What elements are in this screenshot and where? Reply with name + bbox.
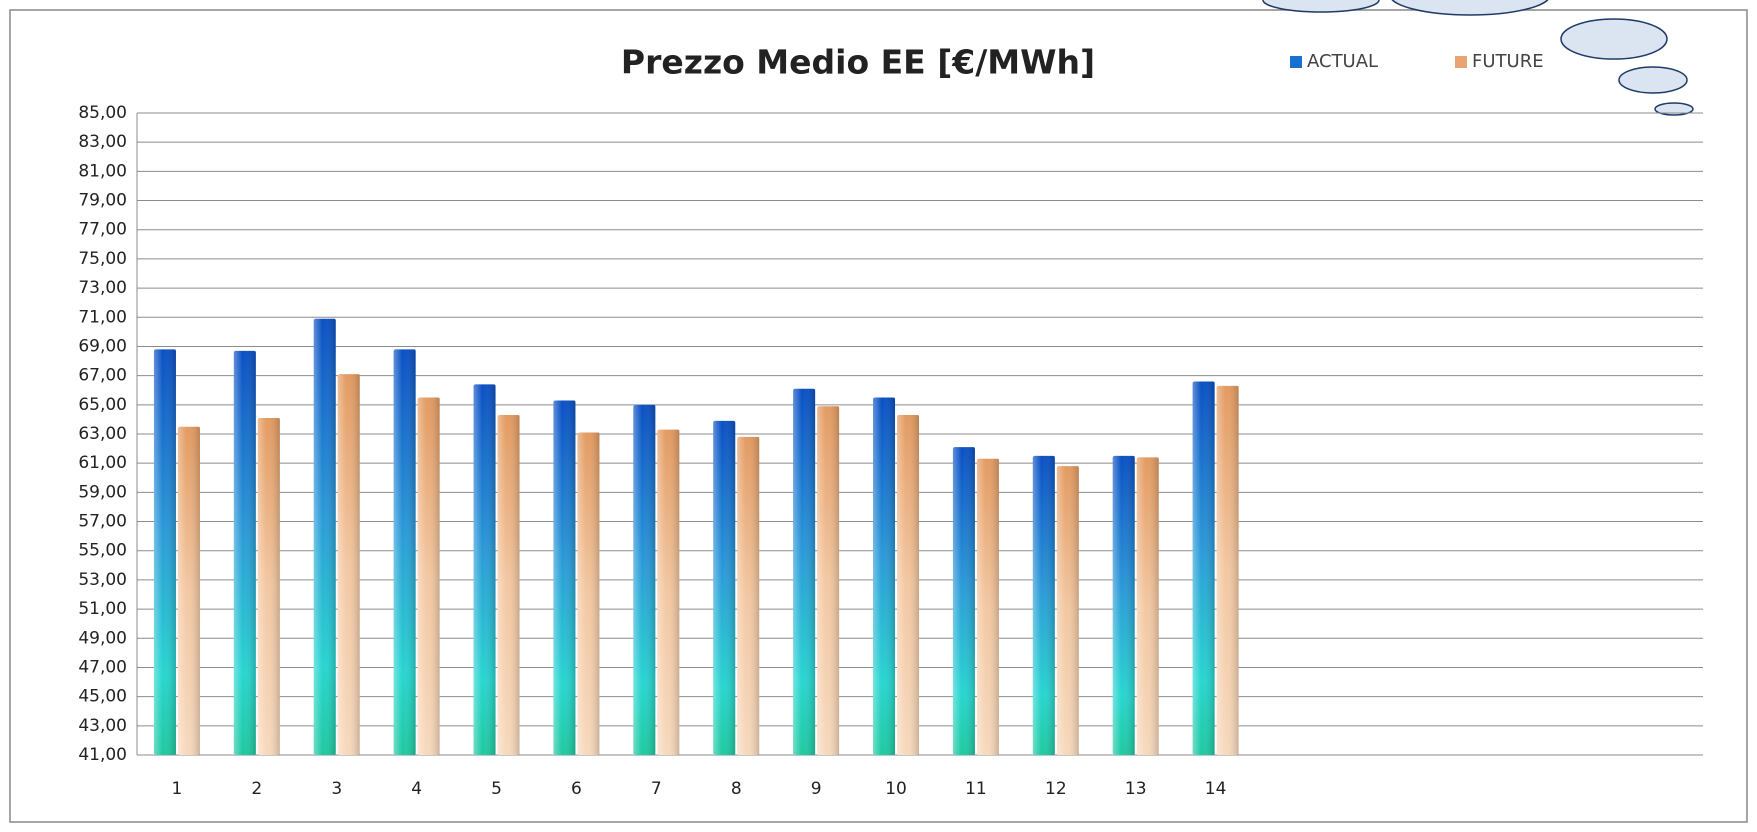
legend-swatch (1455, 56, 1467, 68)
bar (817, 406, 839, 755)
x-tick-label: 14 (1205, 779, 1227, 799)
bar (314, 319, 336, 755)
y-tick-label: 69,00 (78, 336, 127, 356)
bar (713, 421, 735, 755)
x-tick-label: 13 (1125, 779, 1147, 799)
bar (498, 415, 520, 755)
bar (1057, 466, 1079, 755)
y-tick-label: 63,00 (78, 424, 127, 444)
y-tick-label: 79,00 (78, 191, 127, 211)
y-tick-label: 61,00 (78, 453, 127, 473)
x-tick-label: 9 (811, 779, 822, 799)
chart: Prezzo Medio EE [€/MWh] 41,00 43,00 45,00 4… (0, 0, 1757, 832)
bar (897, 415, 919, 755)
bar (977, 459, 999, 755)
x-tick-label: 4 (411, 779, 422, 799)
x-tick-label: 11 (965, 779, 987, 799)
y-tick-label: 51,00 (78, 599, 127, 619)
y-tick-label: 75,00 (78, 249, 127, 269)
bar (737, 437, 759, 755)
bar (338, 374, 360, 755)
bar (234, 351, 256, 755)
y-tick-label: 41,00 (78, 745, 127, 765)
page: {"chart_data": {"type": "bar", "title": … (0, 0, 1757, 832)
legend-label: ACTUAL (1307, 51, 1378, 72)
y-tick-label: 45,00 (78, 687, 127, 707)
y-tick-label: 81,00 (78, 161, 127, 181)
y-tick-label: 73,00 (78, 278, 127, 298)
bar (553, 400, 575, 755)
y-tick-label: 71,00 (78, 307, 127, 327)
bar (1137, 457, 1159, 755)
bar (1193, 381, 1215, 755)
y-tick-label: 55,00 (78, 541, 127, 561)
bar (577, 433, 599, 755)
y-tick-label: 65,00 (78, 395, 127, 415)
y-tick-label: 53,00 (78, 570, 127, 590)
legend-label: FUTURE (1472, 51, 1544, 72)
bar (474, 384, 496, 755)
bar (178, 427, 200, 755)
bar (633, 405, 655, 755)
bar (1217, 386, 1239, 755)
bar (394, 349, 416, 755)
y-tick-label: 47,00 (78, 657, 127, 677)
legend-swatch (1290, 56, 1302, 68)
y-tick-label: 77,00 (78, 220, 127, 240)
y-tick-label: 43,00 (78, 716, 127, 736)
bar (154, 349, 176, 755)
y-tick-label: 83,00 (78, 132, 127, 152)
bar (657, 430, 679, 755)
y-tick-label: 49,00 (78, 628, 127, 648)
y-tick-label: 57,00 (78, 512, 127, 532)
x-tick-label: 5 (491, 779, 502, 799)
x-tick-label: 8 (731, 779, 742, 799)
x-tick-label: 6 (571, 779, 582, 799)
bar (258, 418, 280, 755)
x-tick-label: 2 (251, 779, 262, 799)
y-tick-label: 67,00 (78, 366, 127, 386)
bar (1113, 456, 1135, 755)
bar (418, 398, 440, 755)
bar (1033, 456, 1055, 755)
x-tick-label: 10 (885, 779, 907, 799)
bar (793, 389, 815, 755)
x-tick-label: 3 (331, 779, 342, 799)
bar (873, 398, 895, 755)
x-tick-label: 12 (1045, 779, 1067, 799)
x-tick-label: 7 (651, 779, 662, 799)
x-tick-label: 1 (172, 779, 183, 799)
y-tick-label: 59,00 (78, 482, 127, 502)
y-tick-label: 85,00 (78, 103, 127, 123)
bar (953, 447, 975, 755)
chart-title: Prezzo Medio EE [€/MWh] (621, 43, 1095, 82)
